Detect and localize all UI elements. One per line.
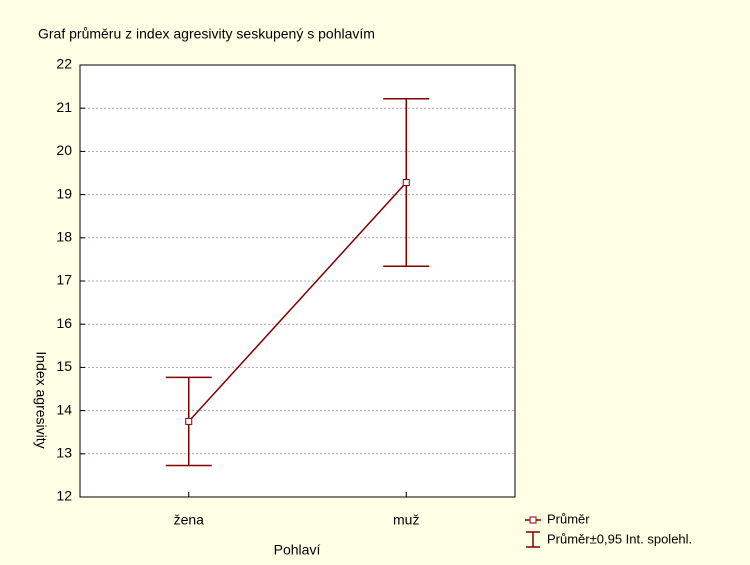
y-tick-label: 14 xyxy=(56,401,72,417)
point xyxy=(185,417,193,425)
legend-label: Průměr xyxy=(547,511,590,526)
line xyxy=(188,181,407,422)
y-tick-label: 16 xyxy=(56,315,72,331)
legend-marker xyxy=(526,531,540,548)
y-tick-label: 13 xyxy=(56,445,72,461)
y-tick-label: 18 xyxy=(56,229,72,245)
y-tick-label: 17 xyxy=(56,272,72,288)
legend-marker xyxy=(529,516,537,524)
x-tick-label: žena xyxy=(174,512,205,528)
point xyxy=(402,179,410,187)
y-tick-label: 19 xyxy=(56,185,72,201)
x-tick-label: muž xyxy=(393,512,419,528)
y-tick-label: 20 xyxy=(56,142,72,158)
plot-frame xyxy=(79,64,516,498)
chart-title: Graf průměru z index agresivity seskupen… xyxy=(38,26,375,42)
y-tick-label: 15 xyxy=(56,358,72,374)
y-axis-label: Index agresivity xyxy=(33,351,49,448)
y-tick-label: 22 xyxy=(56,56,72,72)
legend-label: Průměr±0,95 Int. spolehl. xyxy=(547,531,692,546)
y-tick-label: 12 xyxy=(56,488,72,504)
x-axis-label: Pohlaví xyxy=(274,542,321,558)
y-tick-label: 21 xyxy=(56,99,72,115)
